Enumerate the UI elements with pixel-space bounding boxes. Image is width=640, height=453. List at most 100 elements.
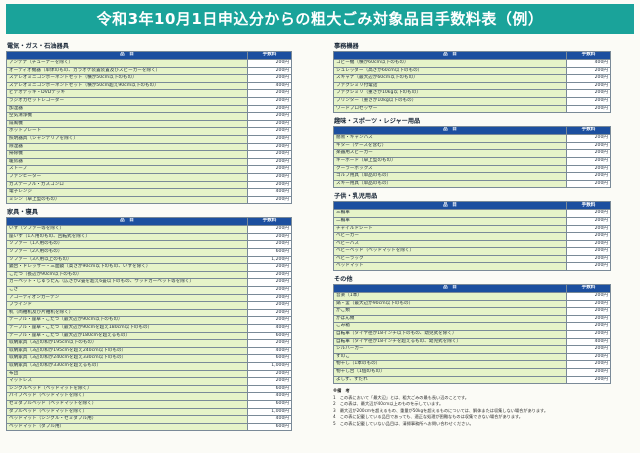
category-section: その他品 目手数料 音楽（1本） 200円 鍋・釜（最大辺が90cm以下のもの） 200… [333,275,611,385]
item-fee: 200円 [566,149,611,158]
table-row: ファクシミリ（重さが10kg以下のもの） 200円 [333,89,611,98]
fee-column-header: 手数料 [566,126,611,136]
table-row: ソファー（3人用以上のもの） 1,200円 [6,255,292,265]
item-name: 暖房器 [6,157,248,167]
item-fee: 200円 [247,240,292,250]
item-fee: 200円 [566,89,611,98]
category-section: 電気・ガス・石油器具品 目手数料 アンテナ（チューナーを除く） 200円 オーディオ機… [6,42,292,205]
item-fee: 1,000円 [247,361,292,371]
table-row: ビデオデッキ・DVDデッキ 200円 [6,89,292,98]
table-row: ベッドマット 200円 [333,262,611,272]
item-name: ギター（ケースを含む） [333,141,567,151]
item-name: ステレオミニコンポーネントセット（横が50cm超え90cm以下のもの） [6,81,248,91]
item-fee: 400円 [247,346,292,356]
item-fee: 400円 [566,337,611,347]
table-row: 二輪車 200円 [333,216,611,226]
table-row: コピー機（横が60cm以下のもの） 400円 [333,59,611,68]
item-fee: 200円 [247,172,292,182]
item-name: 三輪車 [333,209,567,218]
item-name: 電子レンジ [6,188,248,197]
table-row: シングルベッド（ベッドマットを除く） 600円 [6,384,292,394]
item-name: ベビーバス [333,239,567,249]
table-row: プリンター（重さが10kg以下のもの） 200円 [333,96,611,106]
table-row: 座いす（1人用のもの、回転式を除く） 200円 [6,232,292,242]
table-header-row: 品 目手数料 [333,126,611,136]
fee-column-header: 手数料 [247,217,292,227]
item-name: ファンヒーター [6,172,248,182]
table-row: 机（両袖机及び片袖机を除く） 200円 [6,308,292,318]
table-row: ごみ箱 200円 [333,322,611,332]
item-fee: 200円 [247,270,292,280]
table-row: 収納家具（3辺の和が195cmを超え240cm以下のもの） 400円 [6,346,292,356]
category-section: 事務機器品 目手数料 コピー機（横が60cm以下のもの） 400円 シュレッダー（高さ… [333,42,611,114]
table-row: ベッドマット（ダブル用） 600円 [6,422,292,432]
item-fee: 200円 [566,104,611,114]
item-name: シュレッダー（高さが60cm以下のもの） [333,66,567,76]
item-fee: 200円 [566,156,611,166]
item-fee: 400円 [247,324,292,333]
item-name: 自転車（タイヤ径が18インチを超えるもの、幼児式を除く） [333,337,567,347]
item-fee: 400円 [247,81,292,91]
table-row: 収納家具（3辺の和が240cmを超え330cm以下のもの） 600円 [6,354,292,363]
table-row: ステレオミニコンポーネントセット（横が50cm以下のもの） 200円 [6,74,292,83]
fee-table: 品 目手数料 アンテナ（チューナーを除く） 200円 オーディオ機器（単体のもの、カラ… [6,51,292,205]
item-fee: 200円 [247,165,292,174]
notes: ※備 考 1 この表において「最大辺」とは、粗大ごみの最も長い辺のことです。 2 … [333,388,611,427]
item-fee: 200円 [566,239,611,249]
table-header-row: 品 目手数料 [6,51,292,60]
item-fee: 200円 [247,263,292,272]
item-name: かご類 [333,307,567,316]
item-name: 掃除機 [6,150,248,159]
category-section: 子供・乳児用品品 目手数料 三輪車 200円 二輪車 200円 チャイルドシート 200円ベ… [333,192,611,272]
left-column: 電気・ガス・石油器具品 目手数料 アンテナ（チューナーを除く） 200円 オーディオ機… [6,42,292,435]
item-name: シルバーカー [333,345,567,354]
fee-table: 品 目手数料 いす（ソファー等を除く） 200円 座いす（1人用のもの、回転式を除く）… [6,217,292,432]
table-row: 三輪車 200円 [333,209,611,218]
item-name: 照明器具（シャンデリアを除く） [6,134,248,144]
table-row: 暖房器 200円 [6,157,292,167]
note-line: 4 この表に記載している品目であっても、適正な処理が困難なものは収集できない場合… [333,414,523,420]
fee-table: 品 目手数料 簡易・キャンバス 200円 ギター（ケースを含む） 200円 楽器用スピーカ… [333,126,611,189]
item-name: 布団 [6,369,248,379]
item-name: ベビーカー [333,232,567,241]
category-heading: 電気・ガス・石油器具 [7,43,69,50]
item-name: ベビーベッド（ベッドマットを除く） [333,247,567,256]
item-name: マットレス [6,377,248,386]
item-fee: 600円 [247,384,292,394]
category-heading: 趣味・スポーツ・レジャー用品 [334,118,421,126]
item-name: ごみ箱 [333,322,567,332]
item-name: カーペット・じゅうたん（広さが2畳を超え6畳以下のもの、ウッドカーペット等を除く… [6,278,248,288]
item-fee: 200円 [247,195,292,205]
table-row: 扇風機 200円 [6,119,292,129]
item-name: 物干し台（1個のもの） [333,368,567,377]
item-fee: 200円 [566,179,611,189]
table-row: ホットプレート 200円 [6,127,292,136]
table-row: いす（ソファー等を除く） 200円 [6,225,292,234]
item-name: ベッドマット（シングル・セミダブル用） [6,415,248,424]
item-name: 鏡台・ドレッサー・三面鏡（高さが90cm以下のもの、いすを除く） [6,263,248,272]
table-row: オーディオ機器（単体のもの、カラオケ装置装置及びスピーカーを除く） 200円 [6,66,292,76]
table-row: シュレッダー（高さが60cm以下のもの） 200円 [333,66,611,76]
item-fee: 200円 [247,134,292,144]
item-name: 収納家具（3辺の和が240cmを超え330cm以下のもの） [6,354,248,363]
item-fee: 200円 [566,216,611,226]
item-fee: 200円 [566,330,611,339]
item-fee: 200円 [566,254,611,264]
item-name: ガステーブル・ガスコンロ [6,180,248,190]
table-header-row: 品 目手数料 [333,284,611,294]
item-name: ファクシミリ（重さが10kg以下のもの） [333,89,567,98]
item-fee: 200円 [566,66,611,76]
item-fee: 200円 [247,96,292,106]
item-fee: 1,000円 [247,407,292,417]
table-row: 鍋・釜（最大辺が90cm以下のもの） 200円 [333,299,611,309]
table-row: よしず、すだれ 200円 [333,375,611,385]
note-line: 2 この表は、最大辺が40cm以上のものを示しています。 [333,401,444,407]
table-row: 自転車（タイヤ径が18インチを超えるもの、幼児式を除く） 400円 [333,337,611,347]
table-row: すのこ 200円 [333,352,611,362]
item-name: すのこ [333,352,567,362]
table-row: かばん類 200円 [333,314,611,324]
item-column-header: 品 目 [6,51,248,60]
table-row: ファンヒーター 200円 [6,172,292,182]
right-column: 事務機器品 目手数料 コピー機（横が60cm以下のもの） 400円 シュレッダー（高さ… [333,42,611,427]
fee-table: 品 目手数料 コピー機（横が60cm以下のもの） 400円 シュレッダー（高さが60c… [333,51,611,114]
